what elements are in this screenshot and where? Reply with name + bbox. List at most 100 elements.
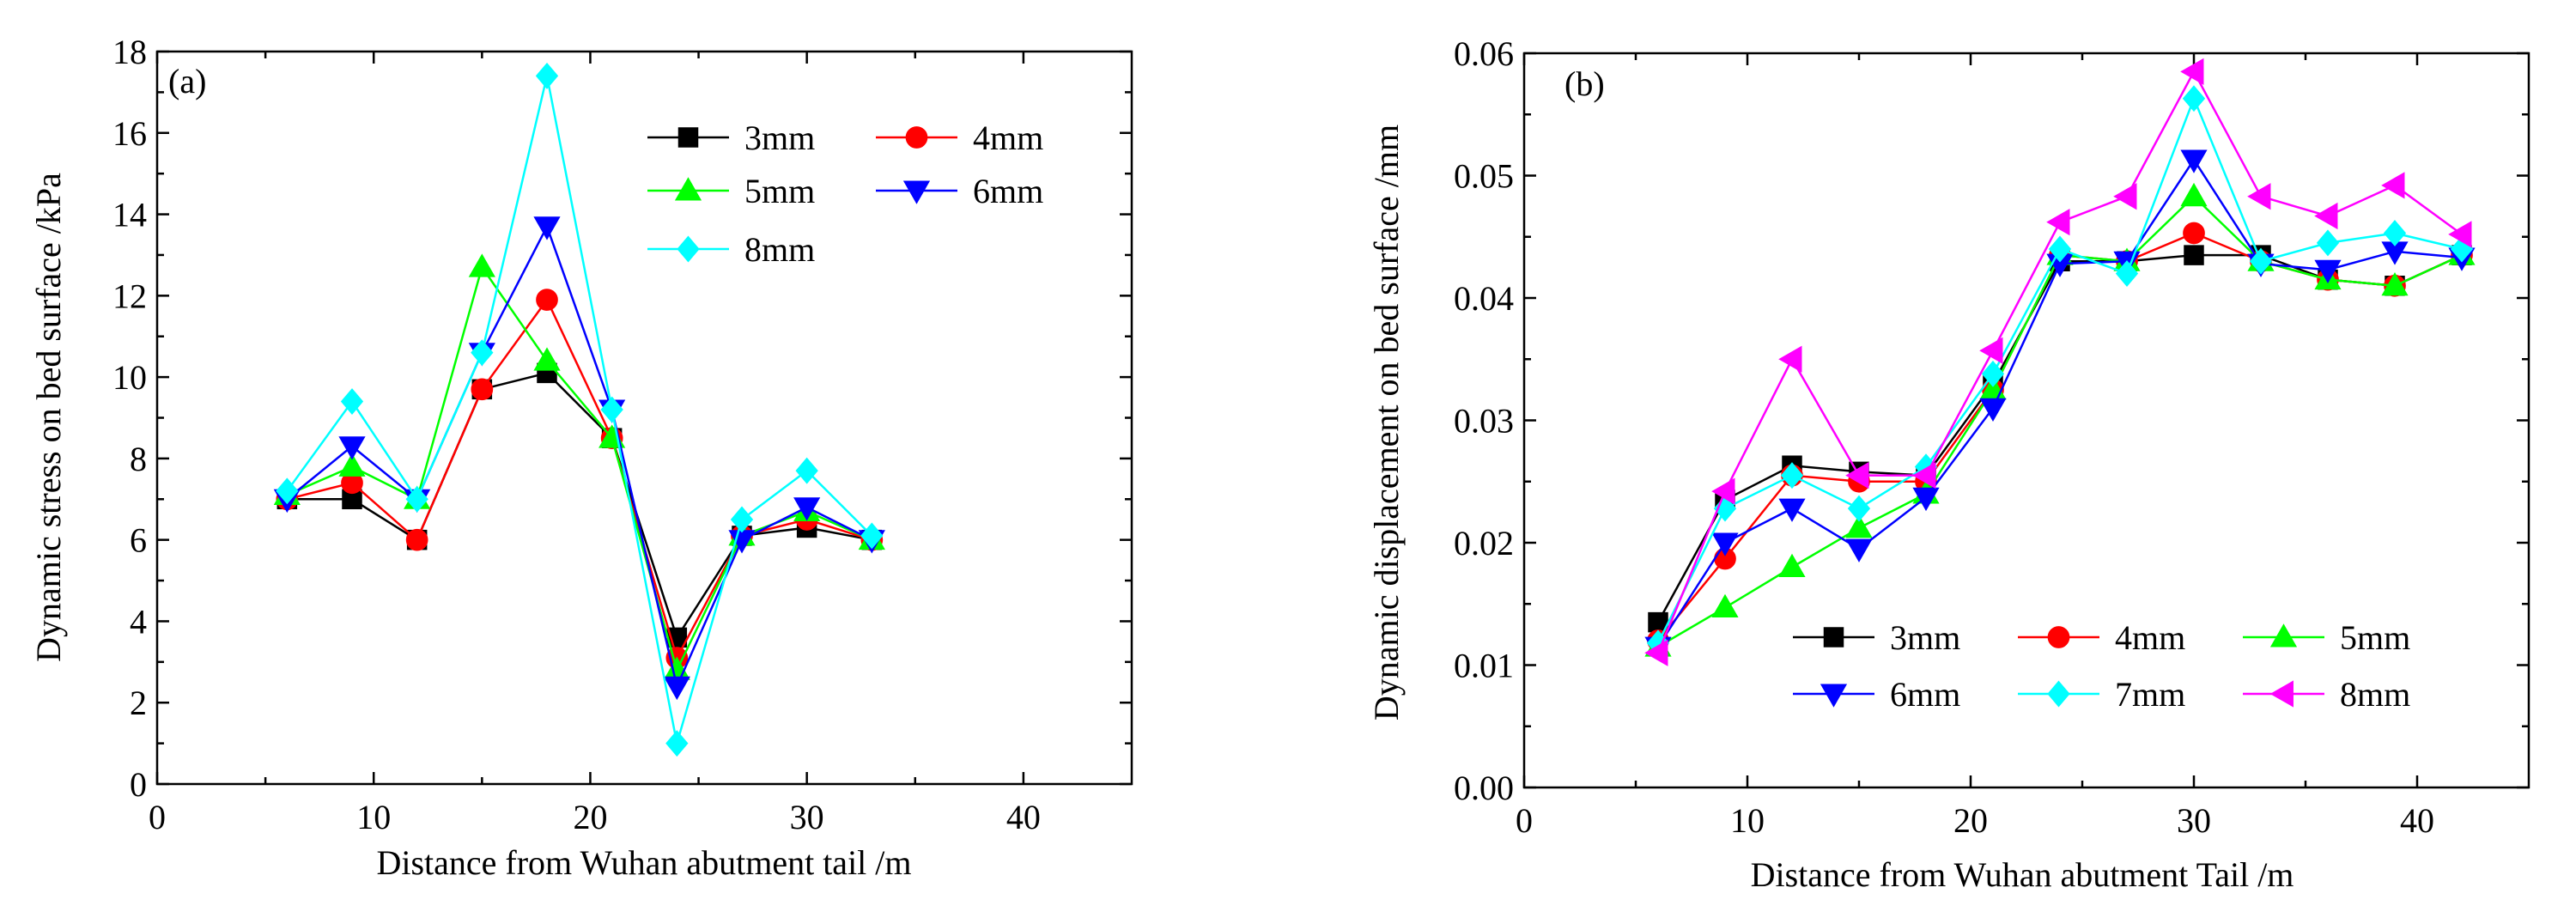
a-x-tick-label: 30 (790, 798, 824, 836)
a-series-line-4mm (287, 297, 872, 661)
a-plot-frame (155, 50, 1133, 786)
b-data-point-6mm (2314, 259, 2342, 284)
a-y-tick-label: 6 (130, 521, 147, 560)
b-data-point-8mm (2180, 58, 2204, 85)
b-data-point-5mm (1845, 514, 1873, 538)
a-series-line-8mm (286, 76, 873, 744)
a-data-point-4mm (536, 289, 558, 311)
b-data-point-7mm (1780, 462, 1804, 489)
b-data-point-8mm (2113, 183, 2137, 210)
a-x-tick-label: 20 (573, 798, 607, 836)
a-series-3mm (276, 362, 883, 648)
a-data-point-6mm (793, 497, 821, 521)
a-series-line-3mm (287, 371, 872, 641)
b-data-point-6mm (1845, 538, 1873, 562)
a-x-tick-label: 10 (356, 798, 391, 836)
a-y-tick-label: 14 (112, 196, 147, 234)
b-data-point-8mm (1845, 462, 1869, 489)
b-x-tick-label: 10 (1730, 801, 1765, 840)
a-series-6mm (273, 216, 885, 701)
b-legend-label-4mm: 4mm (2115, 618, 2185, 657)
b-data-point-7mm (1981, 360, 2005, 387)
a-y-tick-label: 2 (130, 684, 147, 722)
a-legend-marker-8mm (677, 235, 700, 263)
b-y-tick-label: 0.02 (1454, 524, 1514, 562)
b-data-point-8mm (1711, 477, 1735, 505)
b-data-point-7mm (2182, 85, 2206, 112)
a-legend: 3mm 4mm 5mm 6mm 8mm (647, 119, 1043, 269)
b-series-line-6mm (1656, 157, 2463, 647)
a-y-tick-label: 0 (130, 765, 147, 804)
a-data-point-8mm (471, 339, 494, 367)
b-x-axis-title: Distance from Wuhan abutment Tail /m (1751, 855, 2294, 894)
b-y-tick-label: 0.00 (1454, 769, 1514, 807)
b-data-point-7mm (2383, 220, 2407, 246)
b-x-tick-label: 40 (2400, 801, 2434, 840)
a-data-point-8mm (795, 457, 818, 484)
a-data-point-8mm (860, 522, 884, 550)
a-data-point-4mm (471, 378, 494, 401)
b-series-4mm (1647, 222, 2473, 652)
a-y-axis-title: Dynamic stress on bed surface /kPa (29, 173, 68, 662)
a-series-4mm (276, 289, 884, 669)
b-series-8mm (1644, 58, 2472, 666)
b-data-point-8mm (2314, 202, 2338, 230)
b-legend-label-5mm: 5mm (2340, 618, 2410, 657)
b-data-point-7mm (2249, 247, 2273, 275)
a-data-point-5mm (468, 253, 495, 277)
a-legend-marker-6mm (902, 180, 931, 204)
b-y-axis-title: Dynamic displacement on bed surface /mm (1367, 125, 1406, 720)
a-data-point-6mm (533, 216, 561, 240)
b-data-point-6mm (1711, 532, 1739, 556)
b-data-point-6mm (1979, 398, 2007, 423)
b-series-3mm (1648, 245, 2472, 633)
a-data-point-8mm (340, 388, 364, 416)
a-data-point-5mm (338, 453, 366, 477)
a-y-tick-label: 8 (130, 440, 147, 478)
a-legend-label-5mm: 5mm (744, 172, 815, 210)
a-data-point-8mm (600, 396, 623, 423)
a-data-point-8mm (276, 477, 299, 505)
a-data-point-6mm (663, 676, 690, 701)
b-x-tick-label: 0 (1516, 801, 1533, 840)
b-legend-label-6mm: 6mm (1890, 675, 1960, 714)
a-data-point-6mm (338, 436, 366, 460)
b-y-tick-label: 0.01 (1454, 647, 1514, 685)
a-legend-label-6mm: 6mm (973, 172, 1043, 210)
a-y-tick-label: 18 (112, 33, 147, 71)
a-series-line-6mm (286, 223, 872, 690)
a-legend-label-4mm: 4mm (973, 119, 1043, 157)
a-x-axis-title: Distance from Wuhan abutment tail /m (376, 843, 911, 882)
b-data-point-8mm (2247, 183, 2271, 210)
b-x-tick-label: 20 (1953, 801, 1988, 840)
b-y-tick-label: 0.05 (1454, 157, 1514, 196)
b-legend: 3mm 4mm 5mm 6mm 7mm 8mm (1793, 618, 2410, 714)
a-data-point-8mm (535, 62, 559, 89)
b-data-point-3mm (2184, 245, 2204, 265)
b-series-line-8mm (1656, 69, 2463, 654)
a-legend-marker-4mm (905, 126, 928, 149)
b-data-point-8mm (2381, 172, 2405, 199)
a-y-tick-label: 16 (112, 114, 147, 153)
b-legend-marker-4mm (2047, 626, 2070, 648)
b-data-point-6mm (1912, 487, 1940, 512)
b-data-point-6mm (1778, 498, 1806, 522)
a-series-line-5mm (286, 264, 872, 673)
a-series-8mm (276, 62, 884, 757)
b-legend-label-3mm: 3mm (1890, 618, 1960, 657)
b-data-point-8mm (1979, 337, 2003, 364)
a-y-tick-label: 12 (112, 277, 147, 315)
b-y-tick-label: 0.04 (1454, 279, 1514, 318)
b-legend-label-8mm: 8mm (2340, 675, 2410, 714)
b-data-point-5mm (2180, 182, 2208, 207)
b-series-line-3mm (1656, 253, 2463, 623)
b-x-tick-label: 30 (2177, 801, 2211, 840)
a-data-point-8mm (730, 506, 754, 533)
a-panel-label: (a) (168, 62, 206, 100)
b-data-point-8mm (1912, 462, 1936, 489)
b-legend-marker-7mm (2047, 680, 2070, 708)
b-series-line-7mm (1656, 95, 2463, 644)
b-data-point-8mm (2046, 209, 2070, 236)
a-legend-marker-5mm (674, 177, 702, 201)
